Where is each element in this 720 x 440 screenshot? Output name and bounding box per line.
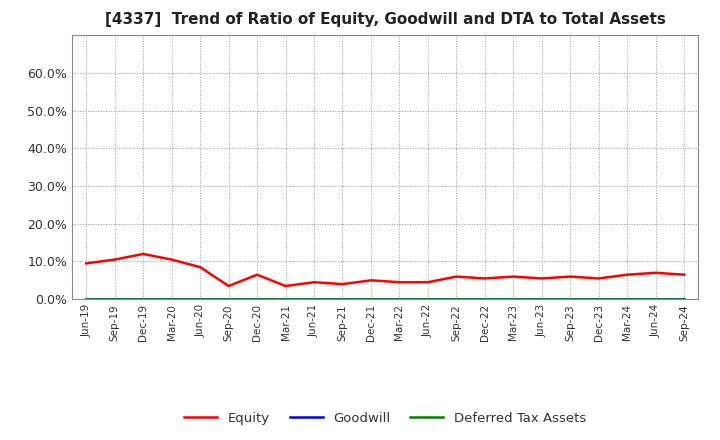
Equity (452, 274, 461, 279)
Goodwill (82, 297, 91, 302)
Deferred Tax Assets (366, 297, 375, 302)
Deferred Tax Assets (167, 297, 176, 302)
Deferred Tax Assets (595, 297, 603, 302)
Goodwill (652, 297, 660, 302)
Equity (652, 270, 660, 275)
Legend: Equity, Goodwill, Deferred Tax Assets: Equity, Goodwill, Deferred Tax Assets (179, 406, 591, 430)
Equity (395, 279, 404, 285)
Equity (167, 257, 176, 262)
Goodwill (595, 297, 603, 302)
Goodwill (480, 297, 489, 302)
Equity (110, 257, 119, 262)
Goodwill (566, 297, 575, 302)
Goodwill (366, 297, 375, 302)
Equity (282, 283, 290, 289)
Equity (338, 282, 347, 287)
Goodwill (680, 297, 688, 302)
Deferred Tax Assets (225, 297, 233, 302)
Equity (139, 251, 148, 257)
Deferred Tax Assets (395, 297, 404, 302)
Equity (82, 261, 91, 266)
Line: Equity: Equity (86, 254, 684, 286)
Deferred Tax Assets (680, 297, 688, 302)
Equity (537, 276, 546, 281)
Equity (253, 272, 261, 277)
Deferred Tax Assets (139, 297, 148, 302)
Deferred Tax Assets (423, 297, 432, 302)
Goodwill (423, 297, 432, 302)
Deferred Tax Assets (480, 297, 489, 302)
Deferred Tax Assets (452, 297, 461, 302)
Equity (509, 274, 518, 279)
Title: [4337]  Trend of Ratio of Equity, Goodwill and DTA to Total Assets: [4337] Trend of Ratio of Equity, Goodwil… (105, 12, 665, 27)
Equity (566, 274, 575, 279)
Goodwill (225, 297, 233, 302)
Deferred Tax Assets (537, 297, 546, 302)
Goodwill (509, 297, 518, 302)
Goodwill (395, 297, 404, 302)
Goodwill (338, 297, 347, 302)
Deferred Tax Assets (282, 297, 290, 302)
Deferred Tax Assets (310, 297, 318, 302)
Deferred Tax Assets (253, 297, 261, 302)
Equity (623, 272, 631, 277)
Equity (595, 276, 603, 281)
Equity (423, 279, 432, 285)
Goodwill (110, 297, 119, 302)
Deferred Tax Assets (196, 297, 204, 302)
Equity (366, 278, 375, 283)
Goodwill (167, 297, 176, 302)
Goodwill (623, 297, 631, 302)
Deferred Tax Assets (82, 297, 91, 302)
Equity (480, 276, 489, 281)
Equity (196, 264, 204, 270)
Deferred Tax Assets (566, 297, 575, 302)
Equity (680, 272, 688, 277)
Goodwill (537, 297, 546, 302)
Goodwill (452, 297, 461, 302)
Deferred Tax Assets (509, 297, 518, 302)
Equity (310, 279, 318, 285)
Goodwill (253, 297, 261, 302)
Deferred Tax Assets (623, 297, 631, 302)
Deferred Tax Assets (110, 297, 119, 302)
Equity (225, 283, 233, 289)
Deferred Tax Assets (652, 297, 660, 302)
Goodwill (282, 297, 290, 302)
Deferred Tax Assets (338, 297, 347, 302)
Goodwill (310, 297, 318, 302)
Goodwill (196, 297, 204, 302)
Goodwill (139, 297, 148, 302)
